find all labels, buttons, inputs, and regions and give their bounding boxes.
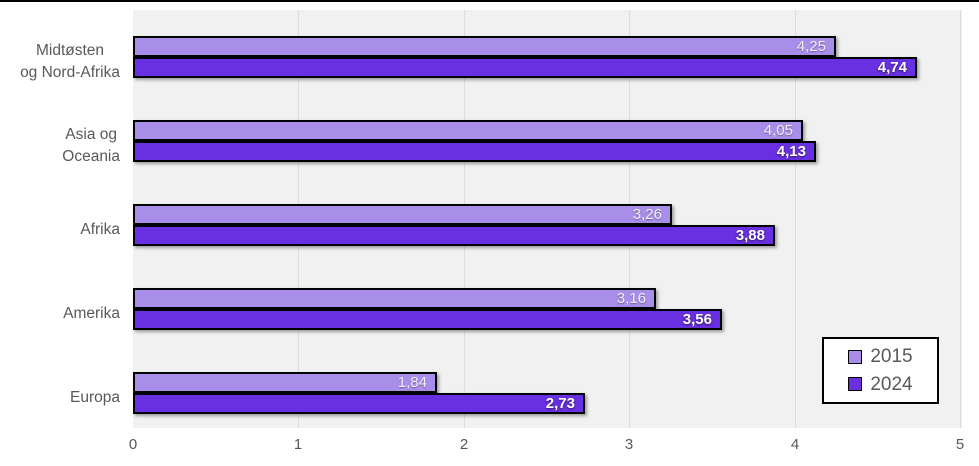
plot-area: 4,25 4,74 4,05 4,13 3,26 3,88 3,16 3,56 1,84 2,73 (133, 10, 962, 428)
value-label: 3,56 (682, 311, 712, 328)
category-axis: Midtøsten og Nord-Afrika Asia og Oceania A… (0, 10, 120, 428)
legend-item-2015: 2015 (848, 346, 913, 368)
bar-2024-row4: 2,73 (133, 393, 585, 414)
value-label: 3,16 (616, 290, 646, 307)
x-tick-label-4: 4 (790, 436, 800, 453)
category-label: Afrika (80, 220, 120, 238)
category-label: Midtøsten og Nord-Afrika (20, 41, 120, 81)
value-label: 1,84 (397, 374, 427, 391)
value-label: 4,25 (796, 38, 826, 55)
value-label: 4,13 (776, 143, 806, 160)
legend-swatch-2024 (848, 377, 863, 392)
value-label: 3,88 (735, 227, 765, 244)
x-tick-label-3: 3 (624, 436, 634, 453)
legend-label-2015: 2015 (870, 346, 913, 368)
value-axis: 0 1 2 3 4 5 (129, 432, 964, 462)
legend-swatch-2015 (848, 349, 863, 364)
x-tick-label-5: 5 (955, 436, 965, 453)
gridline-x5 (960, 10, 961, 428)
category-label: Amerika (63, 304, 120, 322)
bar-2024-row0: 4,74 (133, 57, 917, 78)
x-tick-label-0: 0 (128, 436, 138, 453)
category-label: Asia og Oceania (62, 125, 120, 165)
x-tick-label-2: 2 (459, 436, 469, 453)
value-label: 3,26 (632, 206, 662, 223)
bar-2015-row4: 1,84 (133, 372, 437, 393)
legend-item-2024: 2024 (848, 373, 913, 395)
bar-2015-row0: 4,25 (133, 36, 836, 57)
value-label: 4,05 (763, 122, 793, 139)
category-label: Europa (70, 388, 120, 406)
bar-2015-row2: 3,26 (133, 204, 672, 225)
x-tick-label-1: 1 (293, 436, 303, 453)
bar-2024-row2: 3,88 (133, 225, 775, 246)
top-border (0, 0, 979, 2)
gridline-x4 (795, 10, 796, 428)
bar-2024-row3: 3,56 (133, 309, 722, 330)
value-label: 2,73 (545, 395, 575, 412)
bar-2015-row3: 3,16 (133, 288, 656, 309)
value-label: 4,74 (877, 59, 907, 76)
bar-2015-row1: 4,05 (133, 120, 803, 141)
legend-label-2024: 2024 (870, 373, 913, 395)
bar-2024-row1: 4,13 (133, 141, 816, 162)
legend: 2015 2024 (822, 337, 939, 404)
